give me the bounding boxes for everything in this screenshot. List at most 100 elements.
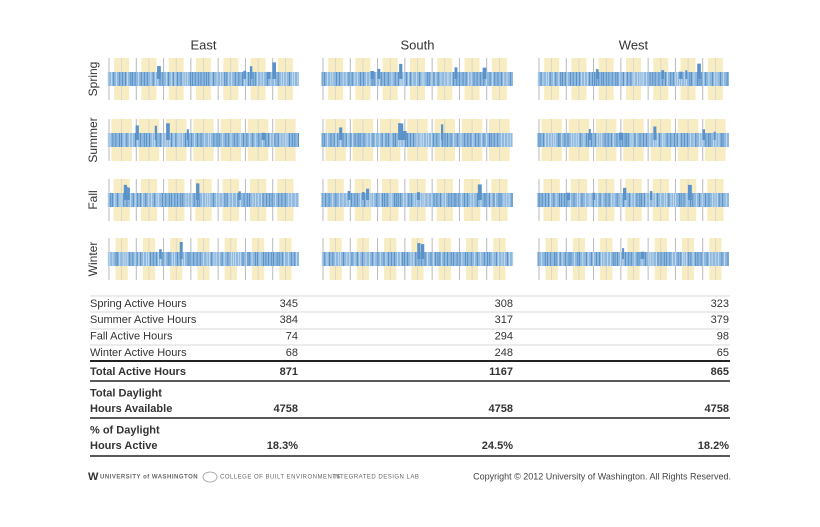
- lab-name: INTEGRATED DESIGN LAB: [333, 475, 419, 481]
- activity-spike: [186, 129, 189, 140]
- total-value: 4758: [705, 403, 729, 415]
- pattern-panel: [107, 179, 299, 221]
- activity-spike: [623, 187, 627, 200]
- activity-spike: [123, 184, 127, 200]
- cell-value: 98: [717, 331, 729, 343]
- activity-spike: [370, 70, 375, 79]
- activity-spike: [416, 192, 421, 200]
- row-label: Spring Active Hours: [90, 298, 187, 310]
- total-label: Total Active Hours: [90, 366, 186, 378]
- pattern-panel: [321, 179, 513, 221]
- activity-spike: [347, 190, 351, 200]
- activity-spike: [179, 242, 183, 259]
- cell-value: 323: [711, 298, 729, 310]
- activity-spike: [361, 192, 365, 200]
- total-value: 18.3%: [267, 440, 298, 452]
- college-logo: [202, 471, 218, 483]
- row-label: Winter Active Hours: [90, 347, 187, 359]
- college-name: COLLEGE OF BUILT ENVIRONMENTS: [220, 475, 341, 481]
- activity-spike: [702, 129, 706, 140]
- activity-spike: [417, 243, 421, 259]
- activity-spike: [249, 66, 253, 79]
- activity-spike: [649, 191, 653, 200]
- row-label: Spring: [86, 62, 100, 97]
- activity-spike: [619, 132, 623, 140]
- activity-spike: [640, 251, 645, 259]
- activity-spike: [595, 69, 599, 79]
- total-label: Hours Available: [90, 403, 172, 415]
- copyright: Copyright © 2012 University of Washingto…: [473, 471, 731, 481]
- activity-band: [322, 133, 513, 147]
- activity-spike: [687, 184, 692, 200]
- activity-spike: [588, 129, 591, 140]
- pattern-panel: [537, 238, 729, 280]
- activity-band: [538, 252, 729, 266]
- total-value: 4758: [274, 403, 298, 415]
- total-value: 18.2%: [698, 440, 729, 452]
- cell-value: 74: [286, 331, 298, 343]
- total-value: 865: [711, 366, 729, 378]
- total-label: Total Daylight: [90, 387, 162, 399]
- pattern-panel: [321, 238, 514, 280]
- activity-spike: [125, 186, 128, 200]
- pattern-panel: [537, 179, 729, 221]
- total-value: 4758: [489, 403, 513, 415]
- activity-spike: [420, 244, 425, 259]
- pattern-panel: [107, 119, 299, 161]
- activity-spike: [592, 192, 596, 200]
- pattern-panel: [107, 58, 299, 100]
- cell-value: 248: [495, 347, 513, 359]
- activity-spike: [166, 123, 170, 140]
- cell-value: 345: [280, 298, 298, 310]
- cell-value: 294: [495, 331, 513, 343]
- activity-spike: [238, 191, 241, 200]
- activity-spike: [272, 62, 277, 79]
- pattern-panel: [107, 238, 299, 280]
- activity-band: [538, 133, 729, 147]
- activity-spike: [679, 71, 683, 79]
- total-value: 871: [280, 366, 298, 378]
- row-label: Fall Active Hours: [90, 331, 173, 343]
- cell-value: 68: [286, 347, 298, 359]
- cell-value: 384: [280, 314, 298, 326]
- activity-spike: [243, 70, 247, 79]
- row-label: Summer Active Hours: [90, 314, 197, 326]
- column-title: West: [619, 37, 649, 52]
- cell-value: 379: [711, 314, 729, 326]
- activity-spike: [159, 249, 162, 259]
- activity-spike: [454, 67, 458, 79]
- university-name: UNIVERSITY of WASHINGTON: [100, 475, 198, 481]
- activity-spike: [157, 66, 161, 79]
- pattern-panel: [321, 58, 513, 100]
- activity-spike: [403, 131, 407, 140]
- cell-value: 308: [495, 298, 513, 310]
- activity-spike: [482, 67, 487, 79]
- activity-spike: [339, 127, 343, 140]
- activity-spike: [398, 123, 401, 140]
- pattern-panel: [321, 119, 513, 161]
- activity-spike: [622, 248, 625, 259]
- activity-spike: [477, 184, 482, 200]
- activity-spike: [196, 183, 200, 200]
- activity-spike: [366, 188, 370, 200]
- activity-spike: [653, 126, 657, 140]
- column-title: East: [190, 37, 216, 52]
- activity-spike: [154, 125, 158, 140]
- activity-spike: [399, 63, 403, 79]
- activity-spike: [441, 124, 444, 140]
- uw-logo: W: [88, 471, 99, 483]
- activity-spike: [685, 70, 688, 79]
- pattern-panel: [537, 58, 729, 100]
- activity-spike: [661, 70, 665, 79]
- activity-spike: [400, 123, 404, 140]
- pattern-panel: [537, 119, 729, 161]
- activity-spike: [127, 187, 130, 200]
- total-value: 24.5%: [482, 440, 513, 452]
- row-label: Fall: [86, 190, 100, 209]
- activity-spike: [266, 71, 271, 79]
- activity-spike: [377, 68, 381, 79]
- total-value: 1167: [489, 366, 513, 378]
- activity-spike: [697, 63, 701, 79]
- activity-band: [108, 193, 299, 207]
